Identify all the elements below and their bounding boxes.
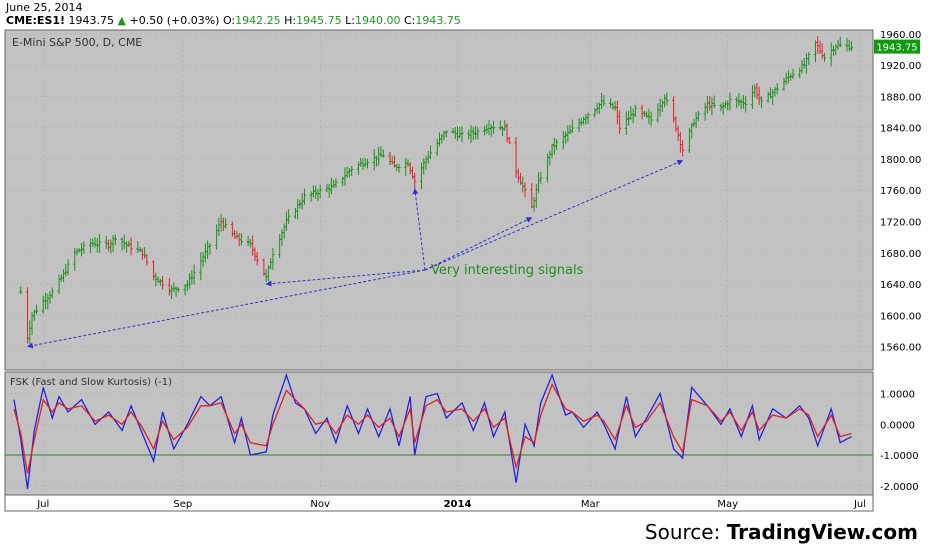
high-value: 1945.75: [296, 14, 342, 27]
time-tick-label: Mar: [581, 499, 601, 510]
time-axis: [4, 494, 874, 512]
last-price-badge: [874, 39, 920, 54]
time-tick-label: Sep: [173, 499, 192, 510]
indicator-tick-label: -1.0000: [880, 451, 919, 462]
up-triangle-icon: ▲: [117, 14, 127, 27]
time-tick-label: Jul: [853, 499, 866, 510]
low-value: 1940.00: [354, 14, 401, 27]
price-tick-label: 1920.00: [880, 61, 921, 72]
price-change: +0.50 (+0.03%): [129, 14, 220, 27]
low-label: L:: [345, 14, 355, 27]
indicator-title: FSK (Fast and Slow Kurtosis) (-1): [10, 377, 172, 388]
symbol-label[interactable]: CME:ES1!: [6, 14, 66, 27]
indicator-tick-label: 0.0000: [880, 420, 915, 431]
price-tick-label: 1600.00: [880, 311, 921, 322]
indicator-tick-label: 1.0000: [880, 390, 915, 401]
indicator-panel: [4, 371, 874, 496]
price-tick-label: 1720.00: [880, 217, 921, 228]
axis-labels: 1960.00 1920.00 1880.00 1840.00 1800.00 1760.…: [36, 30, 921, 510]
open-label: O:: [222, 14, 236, 27]
annotation-arrow: [265, 269, 426, 287]
price-tick-label: 1760.00: [880, 186, 921, 197]
time-tick-label: Nov: [310, 499, 330, 510]
chart-date: June 25, 2014: [6, 1, 83, 14]
indicator-tick-label: -2.0000: [880, 482, 919, 493]
price-chart-title: E-Mini S&P 500, D, CME: [12, 36, 142, 49]
annotation-arrow: [26, 269, 426, 349]
annotation-arrow: [424, 159, 684, 271]
annotation-arrow: [412, 188, 426, 271]
time-tick-label: Jul: [36, 499, 49, 510]
last-price-badge-label: 1943.75: [876, 43, 917, 54]
slow-kurtosis-line: [13, 382, 852, 474]
price-tick-label: 1840.00: [880, 124, 921, 135]
close-value: 1943.75: [415, 14, 461, 27]
price-tick-label: 1560.00: [880, 343, 921, 354]
price-tick-label: 1800.00: [880, 155, 921, 166]
source-brand: TradingView.com: [726, 520, 918, 544]
time-tick-label: 2014: [444, 499, 472, 510]
high-label: H:: [284, 14, 297, 27]
close-label: C:: [403, 14, 416, 27]
source-credit: Source: TradingView.com: [645, 520, 918, 544]
price-tick-label: 1640.00: [880, 280, 921, 291]
annotation-group: Very interesting signals: [26, 159, 684, 349]
source-prefix: Source:: [644, 520, 727, 544]
time-tick-label: May: [717, 499, 738, 510]
price-tick-label: 1960.00: [880, 30, 921, 41]
last-price: 1943.75: [68, 14, 115, 27]
price-tick-label: 1680.00: [880, 249, 921, 260]
grid-lines: [5, 30, 873, 495]
indicator-lines: [13, 373, 852, 489]
price-tick-label: 1880.00: [880, 92, 921, 103]
annotation-text: Very interesting signals: [431, 263, 584, 278]
open-value: 1942.25: [235, 14, 281, 27]
quote-line: CME:ES1! 1943.75 ▲ +0.50 (+0.03%) O:1942…: [6, 14, 461, 27]
ohlc-bars: [19, 35, 854, 345]
price-panel: [4, 29, 874, 371]
